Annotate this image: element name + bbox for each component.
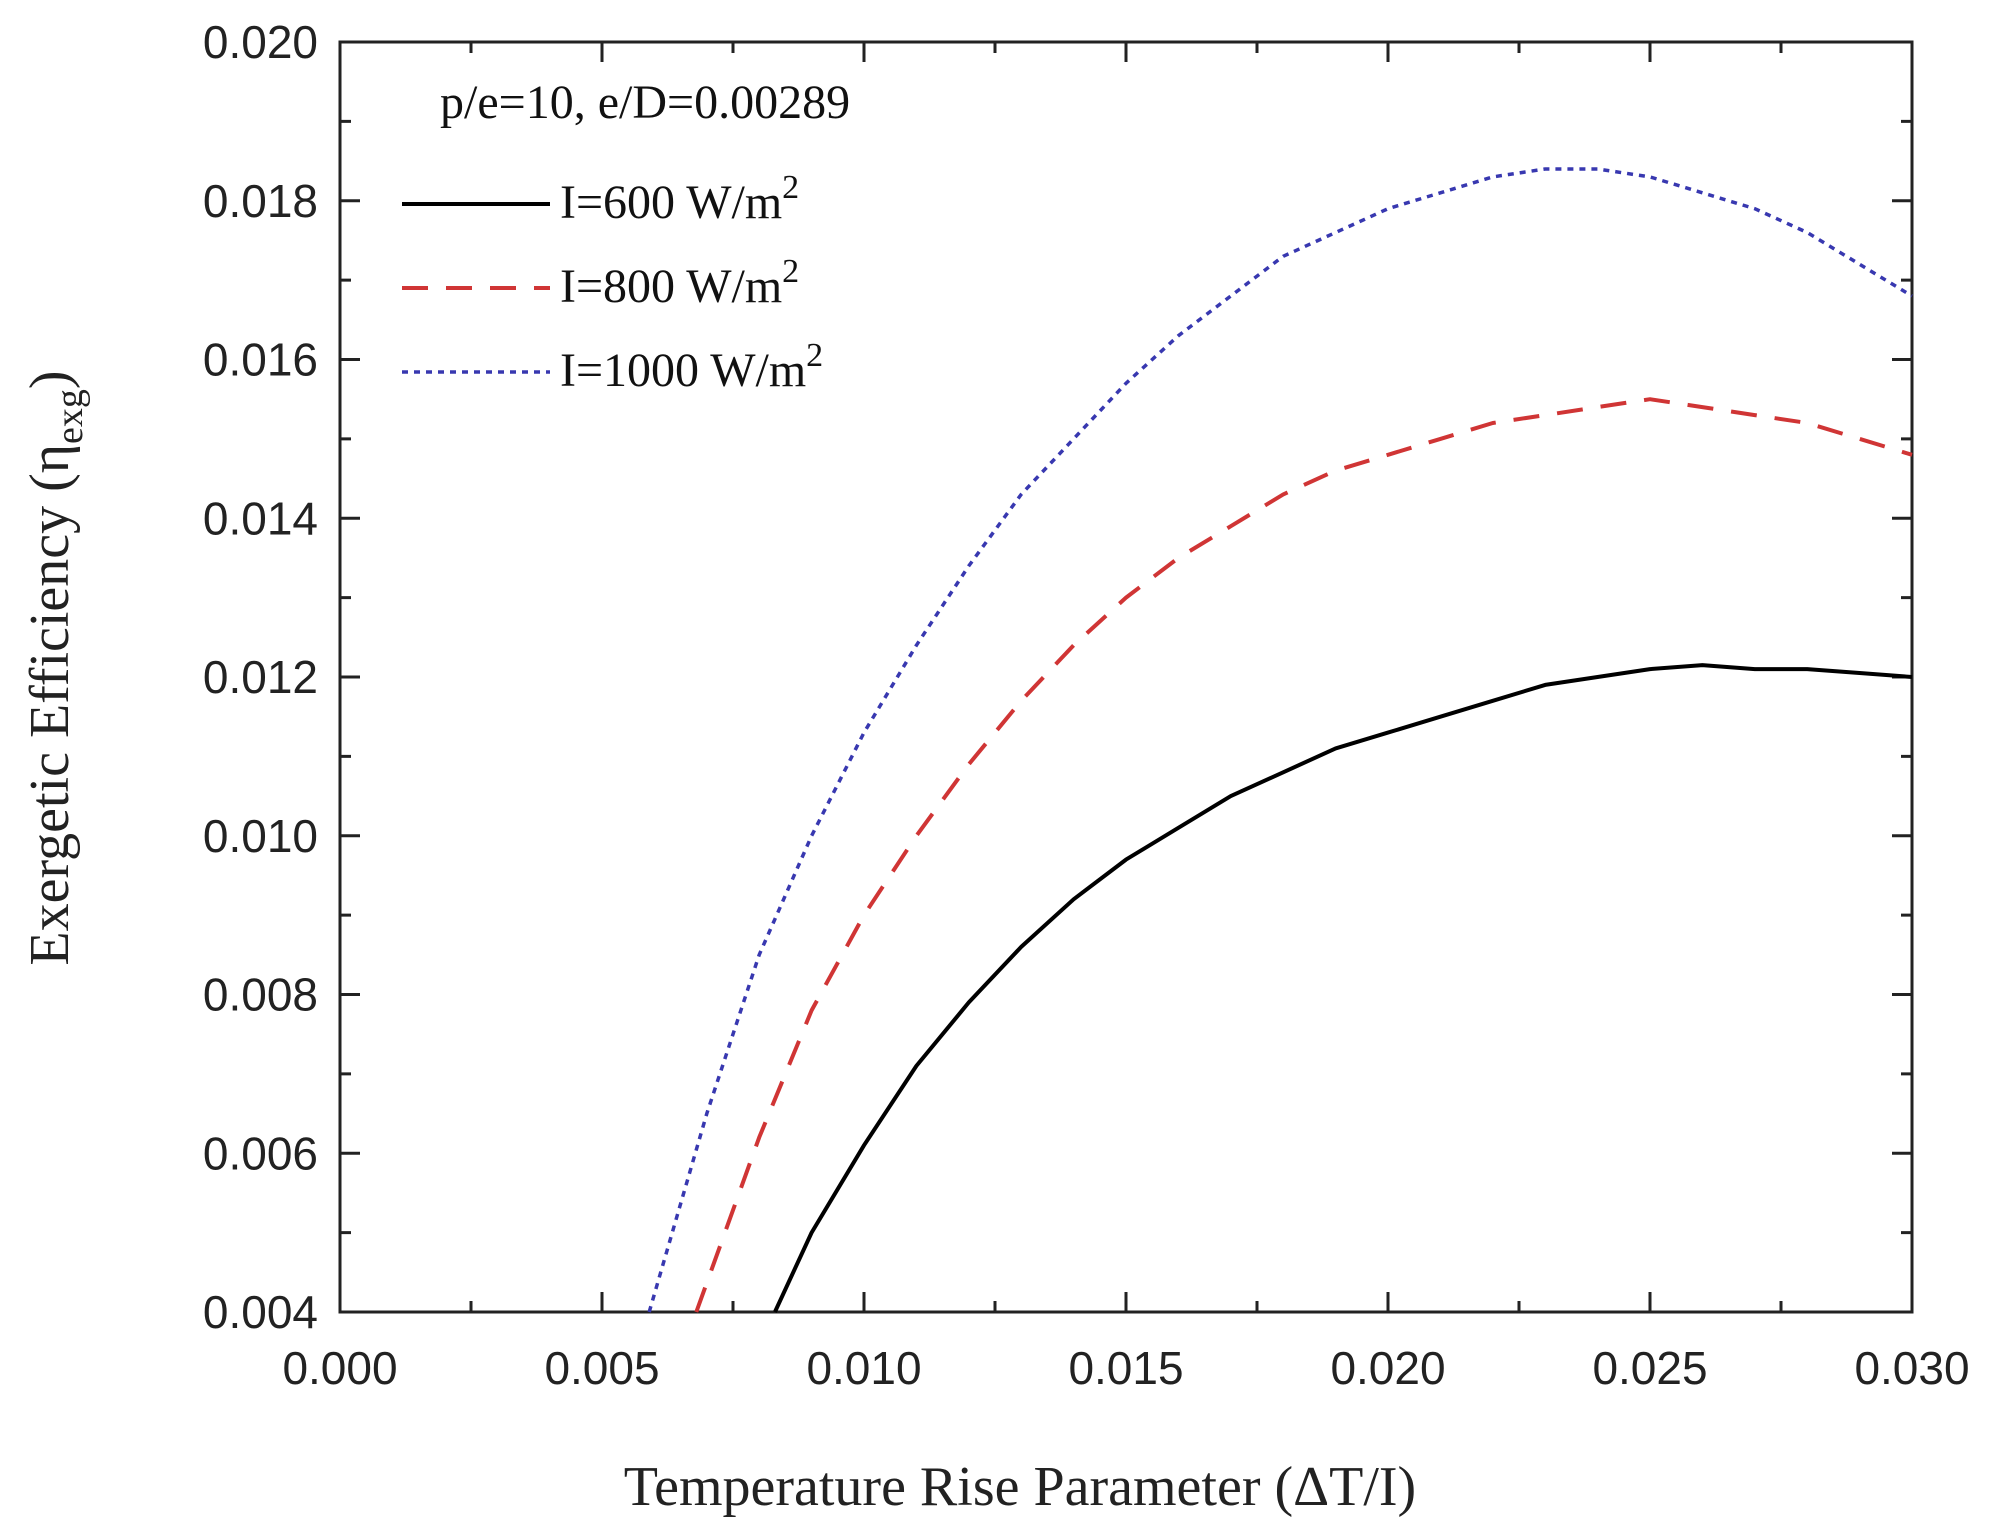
y-tick-label: 0.018 (203, 175, 318, 227)
x-tick-label: 0.005 (544, 1342, 659, 1394)
x-tick-label: 0.010 (806, 1342, 921, 1394)
y-axis-title-main: Exergetic Efficiency (η (19, 444, 81, 966)
y-tick-label: 0.014 (203, 492, 318, 544)
legend-label-2: I=1000 W/m2 (560, 337, 823, 397)
legend: I=600 W/m2I=800 W/m2I=1000 W/m2 (402, 169, 823, 397)
y-tick-label: 0.004 (203, 1286, 318, 1338)
legend-label-main: I=600 W/m (560, 176, 782, 229)
x-tick-label: 0.020 (1330, 1342, 1445, 1394)
legend-label-main: I=1000 W/m (560, 344, 806, 397)
legend-label-0: I=600 W/m2 (560, 169, 799, 229)
y-tick-label: 0.012 (203, 651, 318, 703)
legend-label-main: I=800 W/m (560, 260, 782, 313)
y-tick-label: 0.020 (203, 16, 318, 68)
legend-label-superscript: 2 (782, 169, 799, 206)
y-axis-title: Exergetic Efficiency (ηexg) (19, 370, 91, 965)
legend-label-superscript: 2 (782, 253, 799, 290)
series-line-0 (773, 663, 1913, 1313)
x-tick-label: 0.015 (1068, 1342, 1183, 1394)
x-axis-title: Temperature Rise Parameter (ΔT/I) (624, 1456, 1416, 1518)
y-tick-label: 0.010 (203, 810, 318, 862)
y-tick-label: 0.006 (203, 1127, 318, 1179)
chart-annotation: p/e=10, e/D=0.00289 (440, 76, 850, 129)
y-tick-label: 0.016 (203, 334, 318, 386)
plot-frame (338, 40, 1914, 1314)
axes-layer: 0.000 0.005 0.010 0.015 0.020 0.025 0.030 0.004… (203, 16, 1970, 1394)
y-tick-label: 0.008 (203, 969, 318, 1021)
legend-label-1: I=800 W/m2 (560, 253, 799, 313)
series-line-1 (694, 397, 1913, 1313)
x-tick-label: 0.000 (282, 1342, 397, 1394)
series-layer (647, 167, 1913, 1313)
legend-label-superscript: 2 (806, 337, 823, 374)
x-tick-label: 0.025 (1592, 1342, 1707, 1394)
series-line-2 (647, 167, 1913, 1313)
y-axis-title-subscript: exg (49, 389, 91, 444)
y-axis-title-close: ) (19, 370, 81, 389)
x-tick-label: 0.030 (1854, 1342, 1969, 1394)
